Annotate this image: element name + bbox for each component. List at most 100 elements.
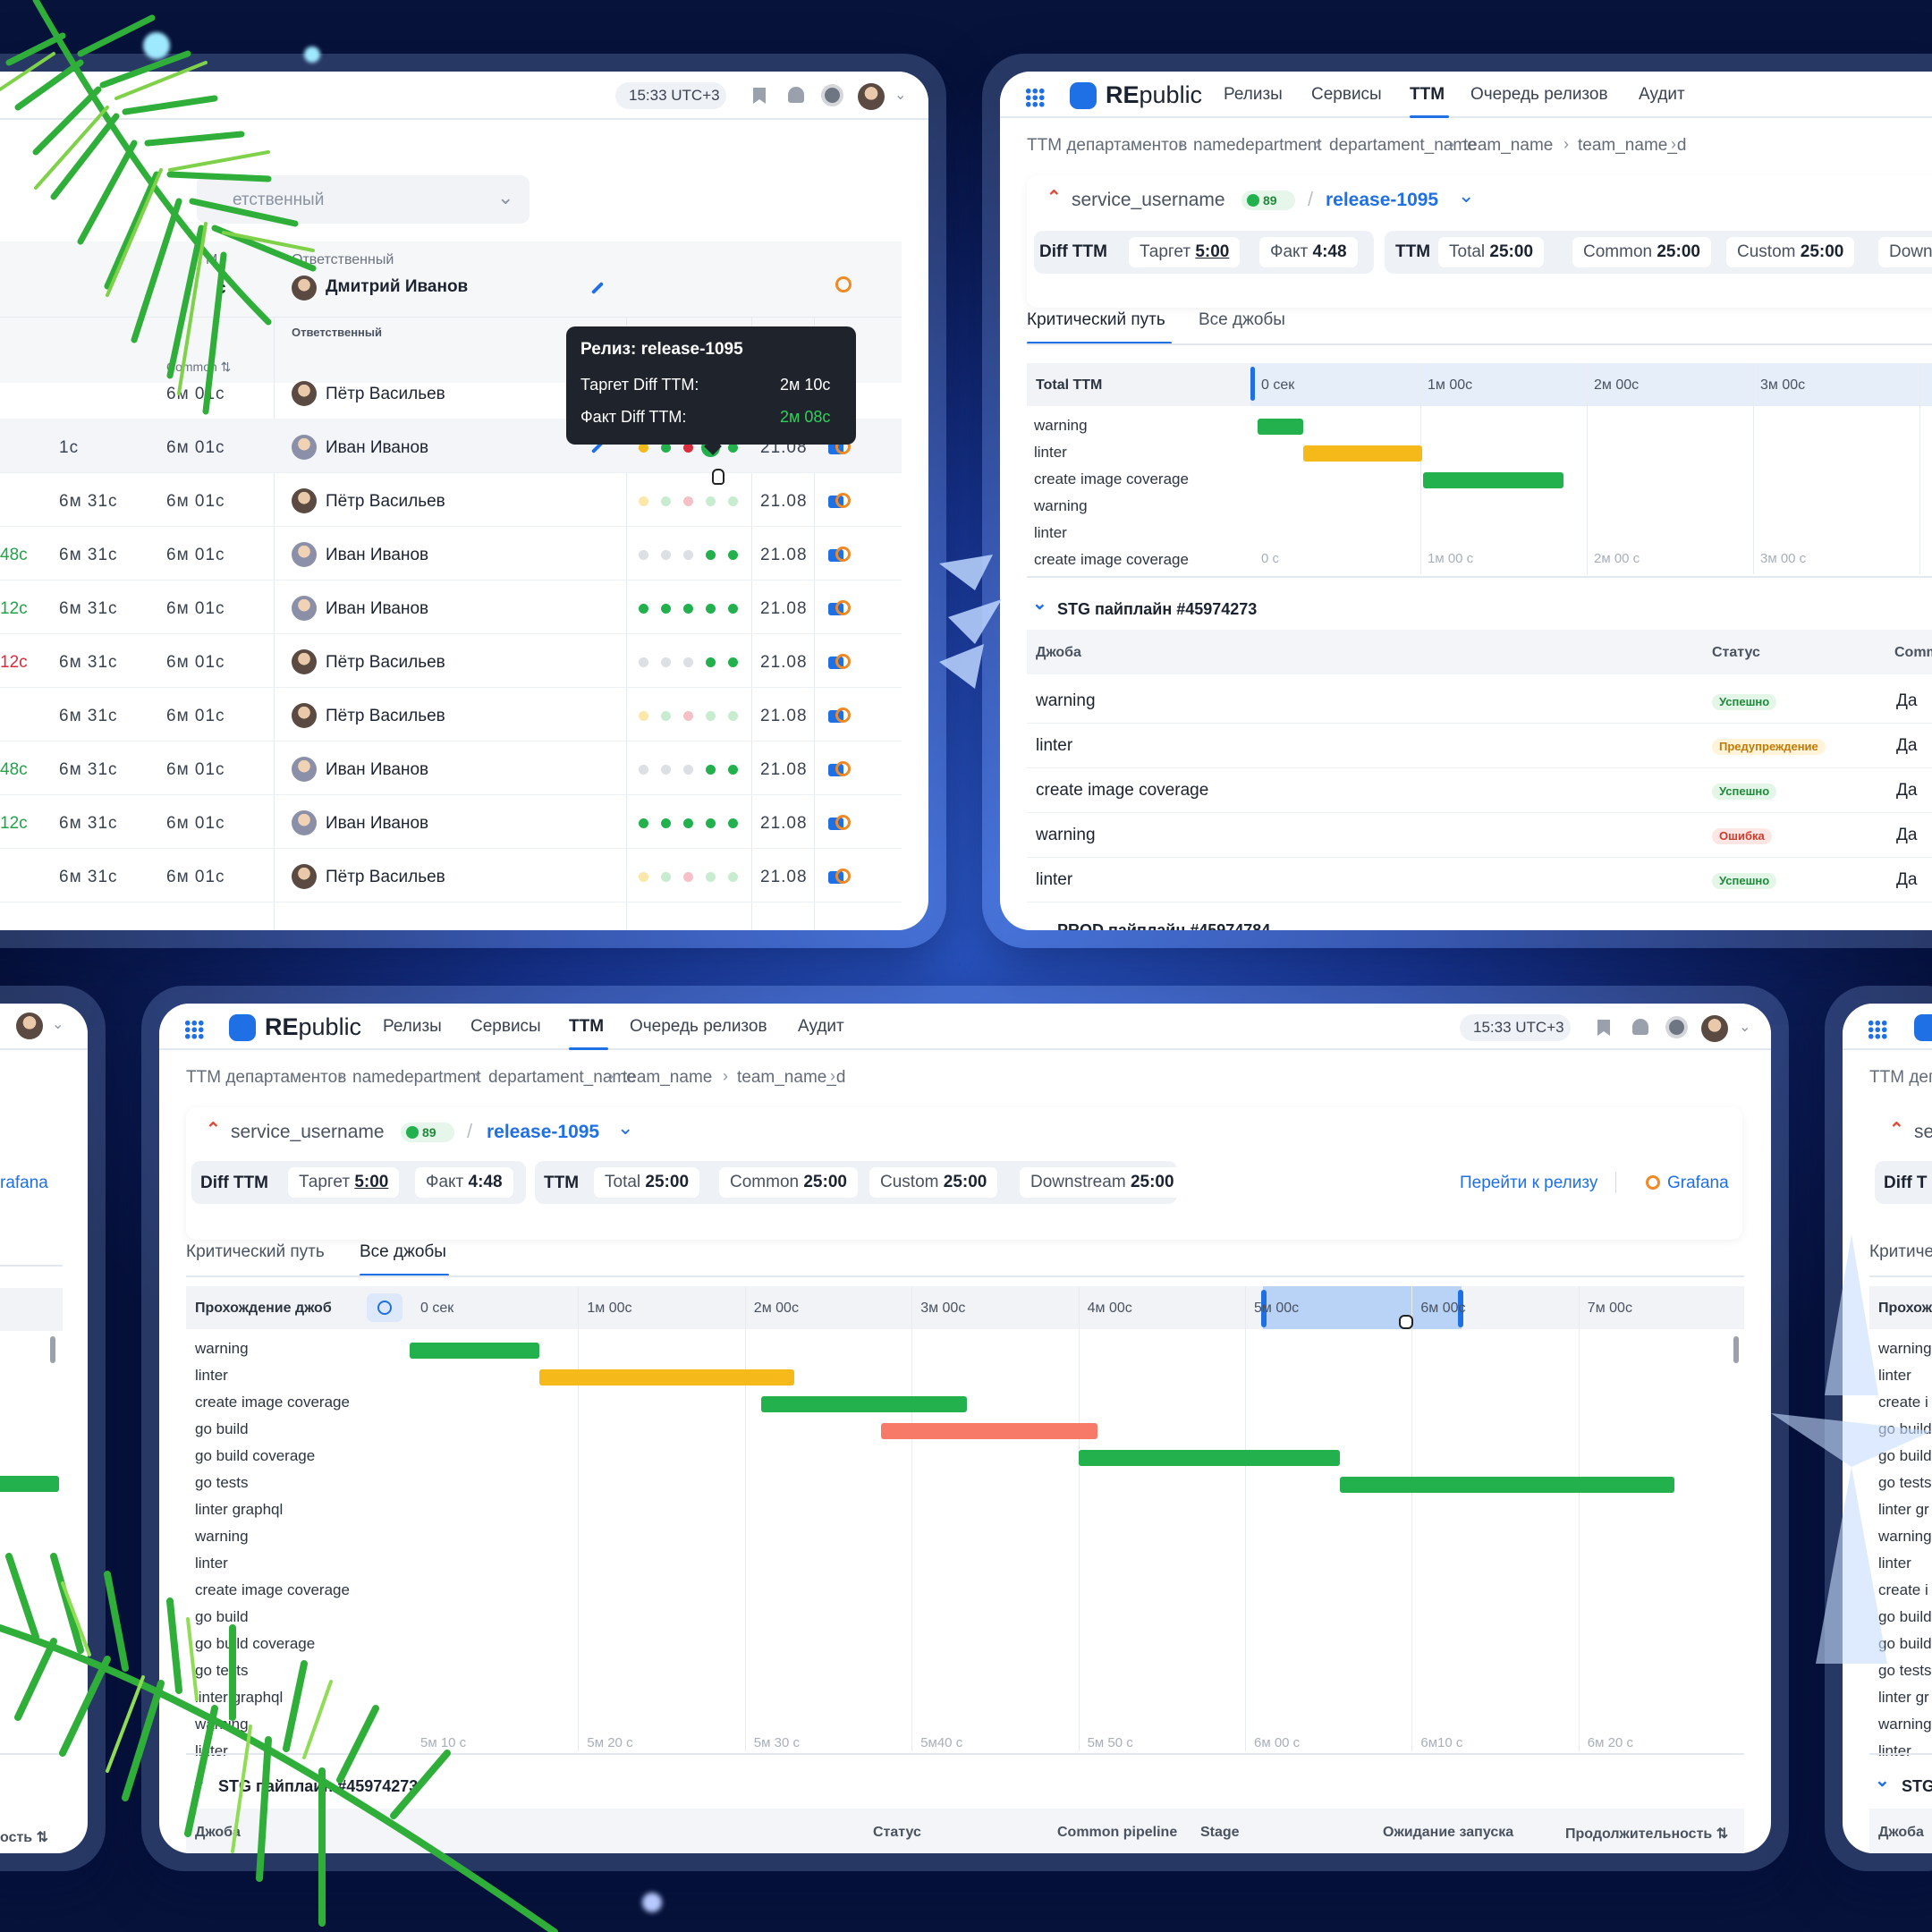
grafana-icon[interactable]: [835, 493, 851, 508]
stage-status-dot[interactable]: [639, 604, 648, 614]
grafana-icon[interactable]: [835, 600, 851, 615]
stage-status-dot[interactable]: [728, 818, 738, 828]
breadcrumb-item[interactable]: ТТМ департаментов: [186, 1068, 347, 1087]
nav-tab-3[interactable]: Очередь релизов: [630, 1017, 767, 1036]
bookmark-icon[interactable]: [753, 88, 766, 104]
user-avatar[interactable]: [858, 83, 885, 110]
job-bar[interactable]: [760, 1396, 968, 1412]
job-bar[interactable]: [1079, 1450, 1341, 1466]
stage-status-dot[interactable]: [683, 443, 693, 453]
sun-icon[interactable]: [1669, 1020, 1684, 1035]
grafana-icon[interactable]: [835, 815, 851, 830]
nav-tab-2[interactable]: ТТМ: [1410, 85, 1445, 104]
job-name[interactable]: linter: [1036, 736, 1073, 755]
chevron-down-icon[interactable]: ⌄: [1739, 1020, 1751, 1035]
breadcrumb-item[interactable]: team_name_d: [737, 1068, 846, 1087]
chevron-down-icon[interactable]: ⌄: [1875, 1771, 1890, 1791]
job-bar[interactable]: [1422, 472, 1564, 488]
job-name[interactable]: warning: [1036, 691, 1096, 710]
chevron-down-icon[interactable]: ⌄: [617, 1116, 634, 1139]
stage-status-dot[interactable]: [661, 550, 671, 560]
stage-status-dot[interactable]: [661, 872, 671, 882]
nav-tab-1[interactable]: Сервисы: [1311, 85, 1382, 104]
stage-status-dot[interactable]: [639, 711, 648, 721]
grafana-icon[interactable]: [835, 547, 851, 562]
nav-tab-4[interactable]: Аудит: [1639, 85, 1685, 104]
stage-status-dot[interactable]: [639, 657, 648, 667]
stage-status-dot[interactable]: [683, 818, 693, 828]
apps-grid-icon[interactable]: [184, 1020, 204, 1039]
stage-status-dot[interactable]: [683, 496, 693, 506]
stage-status-dot[interactable]: [661, 604, 671, 614]
stage-status-dot[interactable]: [661, 657, 671, 667]
stage-status-dot[interactable]: [639, 550, 648, 560]
bell-icon[interactable]: [788, 87, 804, 103]
job-bar[interactable]: [880, 1423, 1097, 1439]
apps-grid-icon[interactable]: [1025, 88, 1045, 107]
column-duration[interactable]: ость ⇅: [0, 1830, 48, 1845]
stage-status-dot[interactable]: [683, 657, 693, 667]
stage-status-dot[interactable]: [706, 818, 716, 828]
release-select[interactable]: release-1095: [487, 1122, 600, 1142]
stage-status-dot[interactable]: [706, 550, 716, 560]
breadcrumb-item[interactable]: namedepartment: [1193, 136, 1322, 155]
grafana-link[interactable]: Grafana: [1667, 1174, 1729, 1192]
tab-critical-path[interactable]: Критический путь: [186, 1242, 325, 1261]
zoom-handle-right[interactable]: [1458, 1290, 1463, 1327]
stage-status-dot[interactable]: [661, 818, 671, 828]
stage-status-dot[interactable]: [706, 496, 716, 506]
grafana-icon[interactable]: [835, 276, 852, 292]
chart-scrollbar[interactable]: [1733, 1336, 1739, 1363]
stage-status-dot[interactable]: [639, 496, 648, 506]
breadcrumb-item[interactable]: namedepartment: [352, 1068, 481, 1087]
stage-status-dot[interactable]: [683, 872, 693, 882]
nav-tab-2[interactable]: ТТМ: [569, 1017, 605, 1036]
stage-status-dot[interactable]: [706, 765, 716, 775]
grafana-icon[interactable]: [835, 869, 851, 884]
tab-all-jobs[interactable]: Все джобы: [1199, 310, 1285, 329]
chevron-down-icon[interactable]: ⌄: [1032, 594, 1047, 614]
bookmark-icon[interactable]: [1597, 1020, 1610, 1036]
tab-critical-path[interactable]: Критический путь: [1027, 310, 1165, 329]
release-select[interactable]: release-1095: [1326, 190, 1439, 210]
job-name[interactable]: warning: [1036, 826, 1096, 844]
stage-status-dot[interactable]: [683, 711, 693, 721]
stage-status-dot[interactable]: [728, 496, 738, 506]
zoom-selection[interactable]: [1263, 1286, 1462, 1329]
breadcrumb-item[interactable]: departament_name: [1329, 136, 1477, 155]
sun-icon[interactable]: [825, 88, 840, 103]
grafana-icon[interactable]: [835, 654, 851, 669]
job-name[interactable]: create image coverage: [1036, 781, 1209, 800]
job-name[interactable]: linter: [1036, 870, 1073, 889]
stage-status-dot[interactable]: [683, 765, 693, 775]
stage-status-dot[interactable]: [683, 550, 693, 560]
grafana-icon[interactable]: [835, 761, 851, 776]
breadcrumb-item[interactable]: team_name: [623, 1068, 713, 1087]
stage-status-dot[interactable]: [728, 443, 738, 453]
stage-status-dot[interactable]: [728, 872, 738, 882]
stage-status-dot[interactable]: [639, 443, 648, 453]
breadcrumb-item[interactable]: team_name_d: [1578, 136, 1687, 155]
breadcrumb-item[interactable]: ТТМ департаментов: [1027, 136, 1188, 155]
bell-icon[interactable]: [1632, 1019, 1648, 1035]
column-duration[interactable]: Продолжительность ⇅: [1565, 1826, 1729, 1842]
stage-status-dot[interactable]: [706, 711, 716, 721]
apps-grid-icon[interactable]: [1868, 1020, 1887, 1039]
job-bar[interactable]: [539, 1369, 794, 1385]
nav-tab-3[interactable]: Очередь релизов: [1470, 85, 1608, 104]
user-avatar[interactable]: [16, 1013, 43, 1039]
stage-status-dot[interactable]: [728, 604, 738, 614]
stage-status-dot[interactable]: [639, 765, 648, 775]
prod-pipeline-title[interactable]: PROD пайплайн #45974784: [1057, 921, 1271, 930]
nav-tab-0[interactable]: Релизы: [383, 1017, 442, 1036]
stage-status-dot[interactable]: [728, 550, 738, 560]
chevron-down-icon[interactable]: ⌄: [1458, 184, 1475, 207]
user-avatar[interactable]: [1701, 1015, 1728, 1042]
go-to-release-link[interactable]: Перейти к релизу: [1460, 1174, 1598, 1192]
tab-all-jobs[interactable]: Все джобы: [360, 1242, 446, 1261]
stage-status-dot[interactable]: [661, 765, 671, 775]
stage-status-dot[interactable]: [706, 657, 716, 667]
breadcrumb-item[interactable]: departament_name: [488, 1068, 636, 1087]
stg-pipeline-title[interactable]: STG: [1902, 1777, 1932, 1795]
grafana-icon[interactable]: [835, 708, 851, 723]
